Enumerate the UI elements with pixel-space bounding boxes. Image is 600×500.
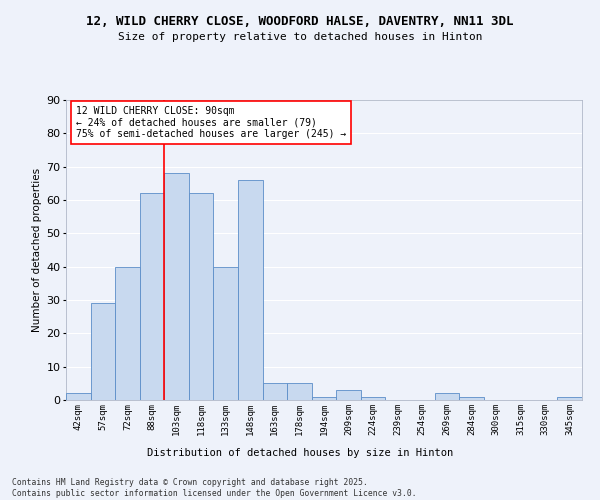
Text: Distribution of detached houses by size in Hinton: Distribution of detached houses by size … — [147, 448, 453, 458]
Bar — [189, 194, 214, 400]
Bar — [263, 384, 287, 400]
Bar — [459, 396, 484, 400]
Text: 12 WILD CHERRY CLOSE: 90sqm
← 24% of detached houses are smaller (79)
75% of sem: 12 WILD CHERRY CLOSE: 90sqm ← 24% of det… — [76, 106, 347, 139]
Bar — [434, 394, 459, 400]
Bar — [164, 174, 189, 400]
Y-axis label: Number of detached properties: Number of detached properties — [32, 168, 42, 332]
Bar — [115, 266, 140, 400]
Bar — [336, 390, 361, 400]
Bar — [312, 396, 336, 400]
Text: Contains HM Land Registry data © Crown copyright and database right 2025.
Contai: Contains HM Land Registry data © Crown c… — [12, 478, 416, 498]
Bar — [66, 394, 91, 400]
Bar — [214, 266, 238, 400]
Text: Size of property relative to detached houses in Hinton: Size of property relative to detached ho… — [118, 32, 482, 42]
Bar — [140, 194, 164, 400]
Bar — [238, 180, 263, 400]
Bar — [361, 396, 385, 400]
Bar — [91, 304, 115, 400]
Bar — [287, 384, 312, 400]
Text: 12, WILD CHERRY CLOSE, WOODFORD HALSE, DAVENTRY, NN11 3DL: 12, WILD CHERRY CLOSE, WOODFORD HALSE, D… — [86, 15, 514, 28]
Bar — [557, 396, 582, 400]
